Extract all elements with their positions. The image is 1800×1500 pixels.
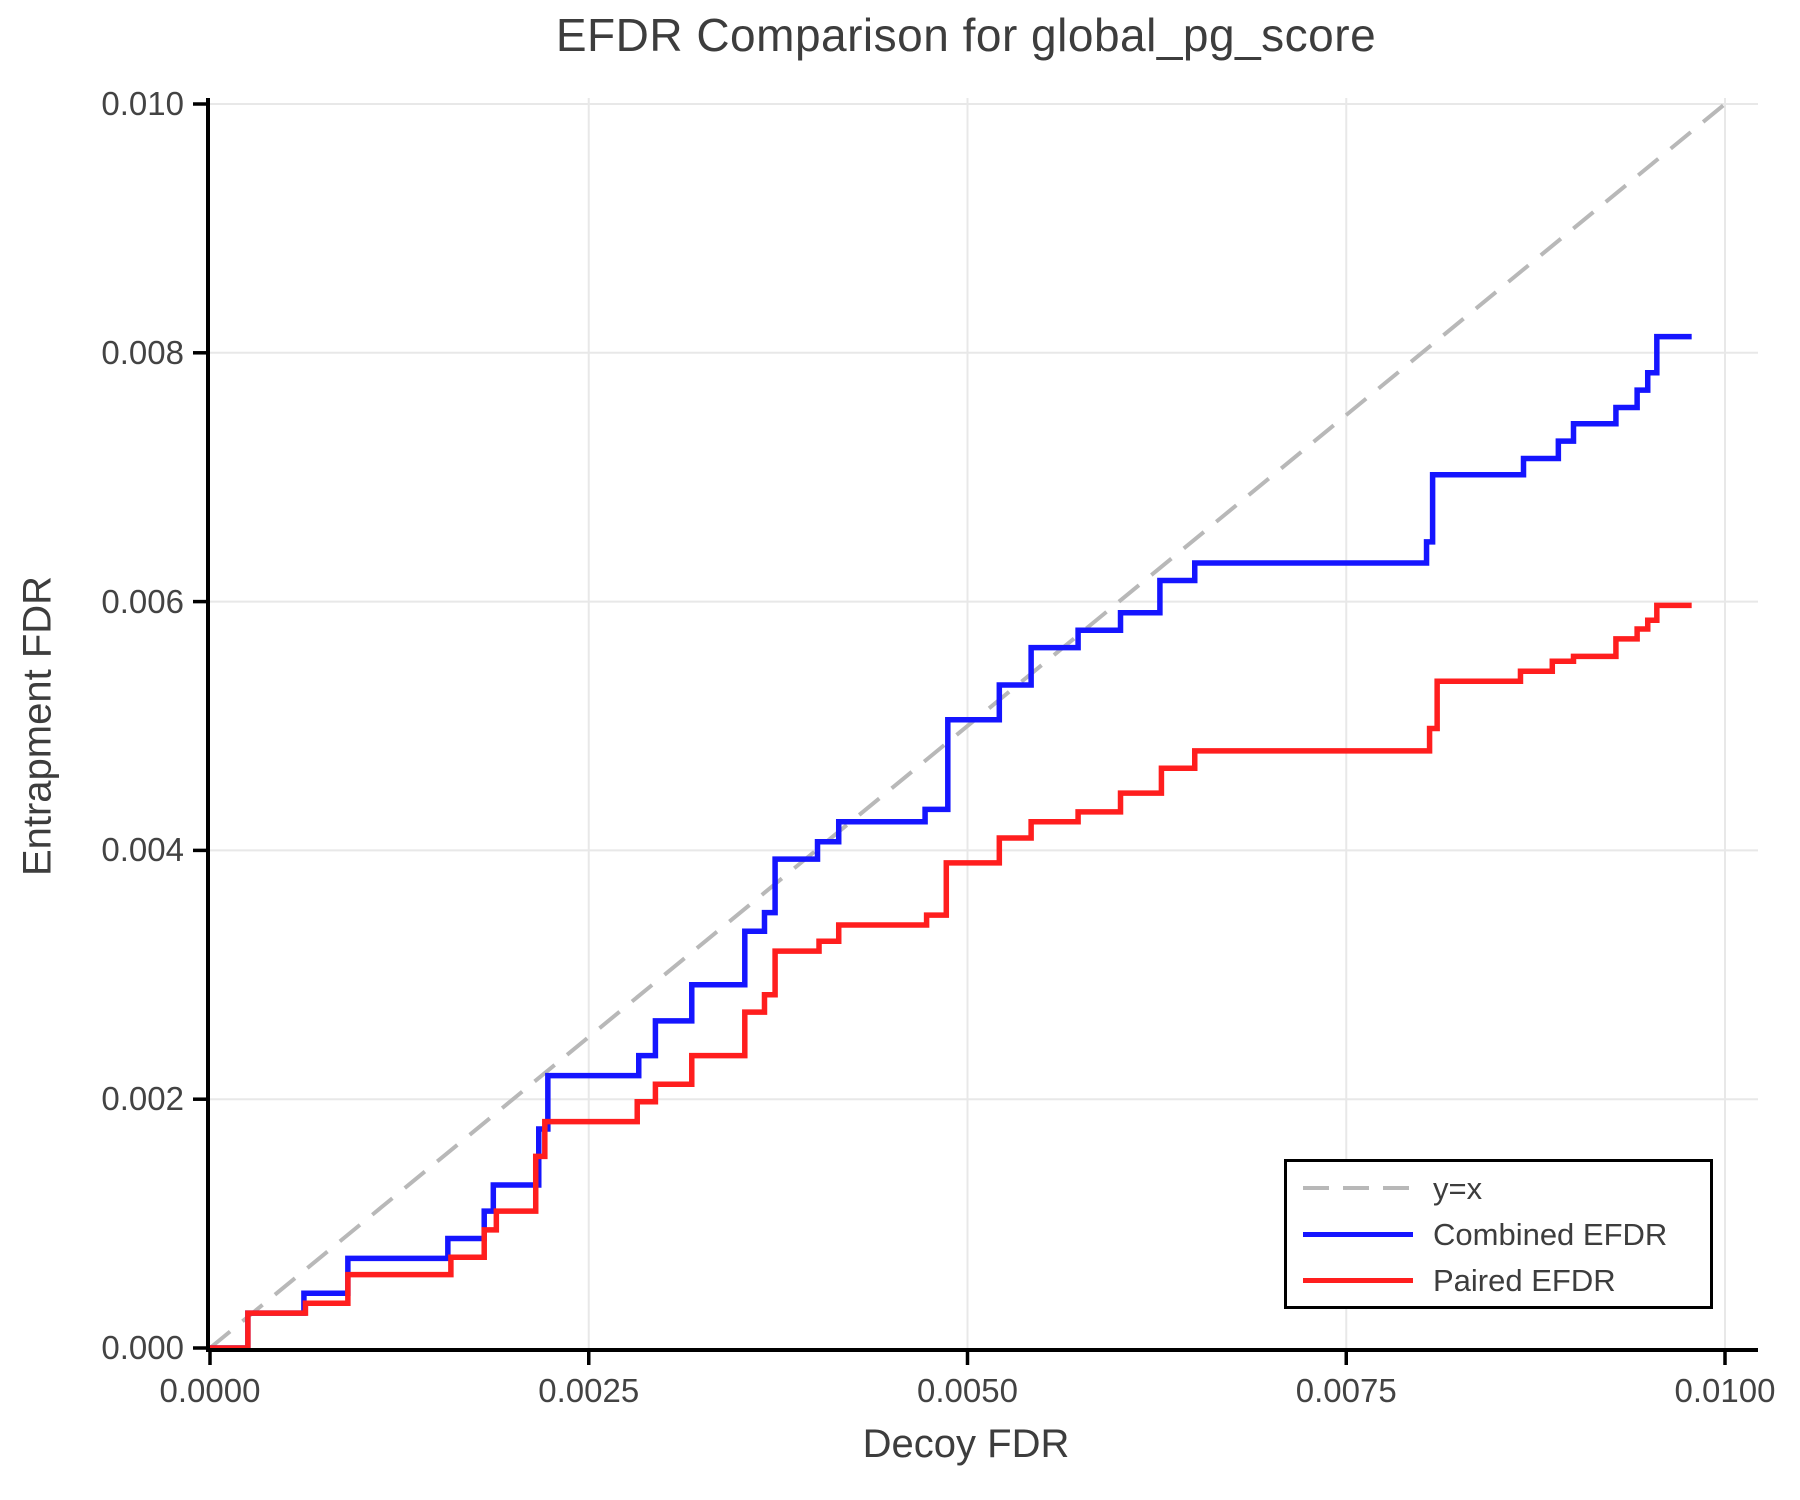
reference-line-sample xyxy=(1303,1186,1413,1190)
legend-label: y=x xyxy=(1433,1170,1483,1206)
paired-line-sample xyxy=(1303,1277,1413,1283)
y-tick-label: 0.004 xyxy=(101,831,184,869)
reference-line-y-equals-x xyxy=(208,96,1734,1350)
legend-item-paired: Paired EFDR xyxy=(1303,1259,1710,1301)
combined-line-sample xyxy=(1303,1231,1413,1237)
x-tick-label: 0.0050 xyxy=(917,1372,1018,1409)
y-tick-label: 0.010 xyxy=(101,85,184,122)
legend-label: Paired EFDR xyxy=(1433,1262,1616,1298)
chart-title: EFDR Comparison for global_pg_score xyxy=(555,9,1377,61)
solid-line-icon xyxy=(1303,1277,1413,1283)
legend-item-combined: Combined EFDR xyxy=(1303,1213,1710,1255)
legend-item-yx: y=x xyxy=(1303,1167,1710,1209)
paired-efdr-line xyxy=(210,602,1692,1351)
x-tick-label: 0.0075 xyxy=(1295,1372,1397,1409)
legend-label: Combined EFDR xyxy=(1433,1216,1668,1252)
y-tick-label: 0.006 xyxy=(101,582,184,620)
x-tick-label: 0.0000 xyxy=(159,1372,261,1409)
legend-box: y=x Combined EFDR Paired EFDR xyxy=(1284,1159,1713,1309)
x-tick-label: 0.0025 xyxy=(538,1372,640,1409)
y-tick-label: 0.002 xyxy=(101,1080,184,1118)
solid-line-icon xyxy=(1303,1231,1413,1237)
y-tick-label: 0.000 xyxy=(101,1329,184,1366)
dashed-line-icon xyxy=(1303,1186,1413,1190)
y-axis-label: Entrapment FDR xyxy=(15,575,60,877)
combined-efdr-line xyxy=(210,333,1692,1351)
x-tick-label: 0.0100 xyxy=(1674,1372,1776,1409)
y-tick-label: 0.008 xyxy=(101,333,184,371)
x-axis-label: Decoy FDR xyxy=(862,1422,1070,1466)
